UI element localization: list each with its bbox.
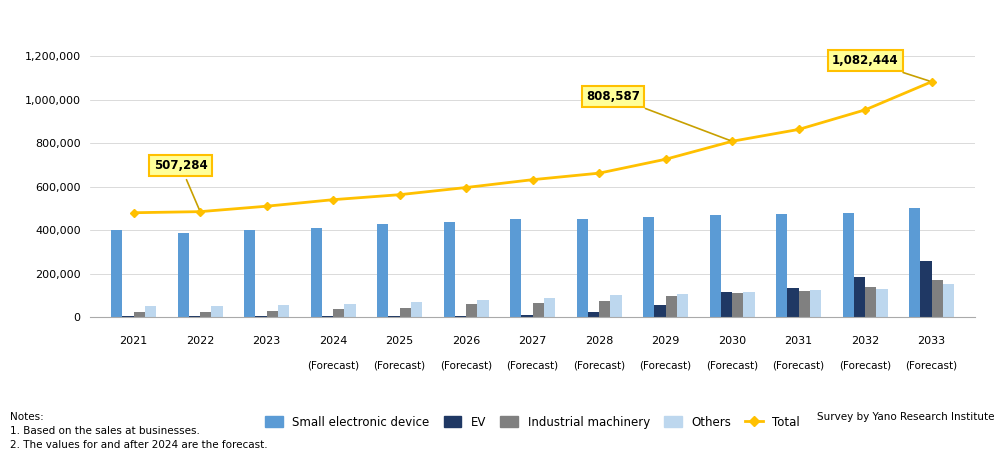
Bar bbox=[377, 224, 388, 317]
Bar bbox=[909, 208, 921, 317]
Bar bbox=[255, 316, 266, 317]
Text: 2027: 2027 bbox=[519, 336, 547, 346]
Bar bbox=[123, 316, 134, 317]
Bar bbox=[311, 227, 322, 317]
Bar bbox=[322, 316, 334, 317]
Text: 2023: 2023 bbox=[252, 336, 280, 346]
Bar bbox=[443, 222, 455, 317]
Bar bbox=[533, 303, 544, 317]
Bar bbox=[854, 277, 865, 317]
Text: 2025: 2025 bbox=[386, 336, 414, 346]
Bar bbox=[921, 260, 932, 317]
Text: 2031: 2031 bbox=[785, 336, 813, 346]
Bar bbox=[388, 316, 400, 317]
Text: 2024: 2024 bbox=[319, 336, 348, 346]
Text: 2032: 2032 bbox=[851, 336, 879, 346]
Bar bbox=[112, 230, 123, 317]
Text: (Forecast): (Forecast) bbox=[507, 361, 559, 371]
Bar bbox=[665, 296, 677, 317]
Bar bbox=[721, 292, 732, 317]
Legend: Small electronic device, EV, Industrial machinery, Others, Total: Small electronic device, EV, Industrial … bbox=[260, 411, 805, 434]
Bar bbox=[599, 301, 610, 317]
Bar bbox=[654, 305, 665, 317]
Text: (Forecast): (Forecast) bbox=[374, 361, 426, 371]
Bar bbox=[732, 293, 744, 317]
Bar bbox=[178, 233, 189, 317]
Bar bbox=[544, 298, 555, 317]
Bar bbox=[466, 304, 477, 317]
Bar bbox=[776, 214, 787, 317]
Text: 2028: 2028 bbox=[585, 336, 613, 346]
Bar bbox=[345, 304, 356, 317]
Bar bbox=[744, 292, 755, 317]
Bar bbox=[787, 288, 799, 317]
Bar bbox=[189, 316, 200, 317]
Bar bbox=[145, 306, 157, 317]
Bar bbox=[943, 284, 954, 317]
Bar bbox=[400, 308, 411, 317]
Text: 2021: 2021 bbox=[120, 336, 148, 346]
Bar bbox=[334, 309, 345, 317]
Bar bbox=[200, 312, 211, 317]
Bar bbox=[842, 213, 854, 317]
Bar bbox=[266, 311, 278, 317]
Text: (Forecast): (Forecast) bbox=[573, 361, 625, 371]
Text: 2026: 2026 bbox=[452, 336, 480, 346]
Bar bbox=[522, 315, 533, 317]
Bar bbox=[477, 300, 488, 317]
Bar bbox=[610, 295, 622, 317]
Text: 808,587: 808,587 bbox=[586, 90, 730, 140]
Bar bbox=[244, 230, 255, 317]
Bar bbox=[799, 291, 810, 317]
Text: 507,284: 507,284 bbox=[154, 159, 207, 209]
Bar bbox=[455, 316, 466, 317]
Bar bbox=[643, 217, 654, 317]
Bar bbox=[577, 219, 588, 317]
Bar bbox=[865, 287, 876, 317]
Text: (Forecast): (Forecast) bbox=[906, 361, 958, 371]
Text: 2033: 2033 bbox=[918, 336, 946, 346]
Bar bbox=[411, 302, 422, 317]
Text: 2029: 2029 bbox=[651, 336, 679, 346]
Bar bbox=[677, 294, 688, 317]
Text: 2022: 2022 bbox=[186, 336, 214, 346]
Bar bbox=[511, 219, 522, 317]
Text: (Forecast): (Forecast) bbox=[707, 361, 758, 371]
Text: 2030: 2030 bbox=[719, 336, 746, 346]
Bar bbox=[876, 289, 887, 317]
Text: (Forecast): (Forecast) bbox=[773, 361, 825, 371]
Text: (Forecast): (Forecast) bbox=[639, 361, 691, 371]
Bar bbox=[278, 305, 289, 317]
Bar bbox=[810, 290, 821, 317]
Text: (Forecast): (Forecast) bbox=[839, 361, 891, 371]
Bar bbox=[134, 312, 145, 317]
Text: Survey by Yano Research Institute: Survey by Yano Research Institute bbox=[817, 412, 995, 422]
Text: 1,082,444: 1,082,444 bbox=[832, 54, 929, 81]
Bar bbox=[588, 312, 599, 317]
Bar bbox=[211, 306, 223, 317]
Text: (Forecast): (Forecast) bbox=[308, 361, 359, 371]
Text: Notes:
1. Based on the sales at businesses.
2. The values for and after 2024 are: Notes: 1. Based on the sales at business… bbox=[10, 412, 650, 453]
Bar bbox=[710, 215, 721, 317]
Bar bbox=[932, 280, 943, 317]
Text: (Forecast): (Forecast) bbox=[440, 361, 492, 371]
